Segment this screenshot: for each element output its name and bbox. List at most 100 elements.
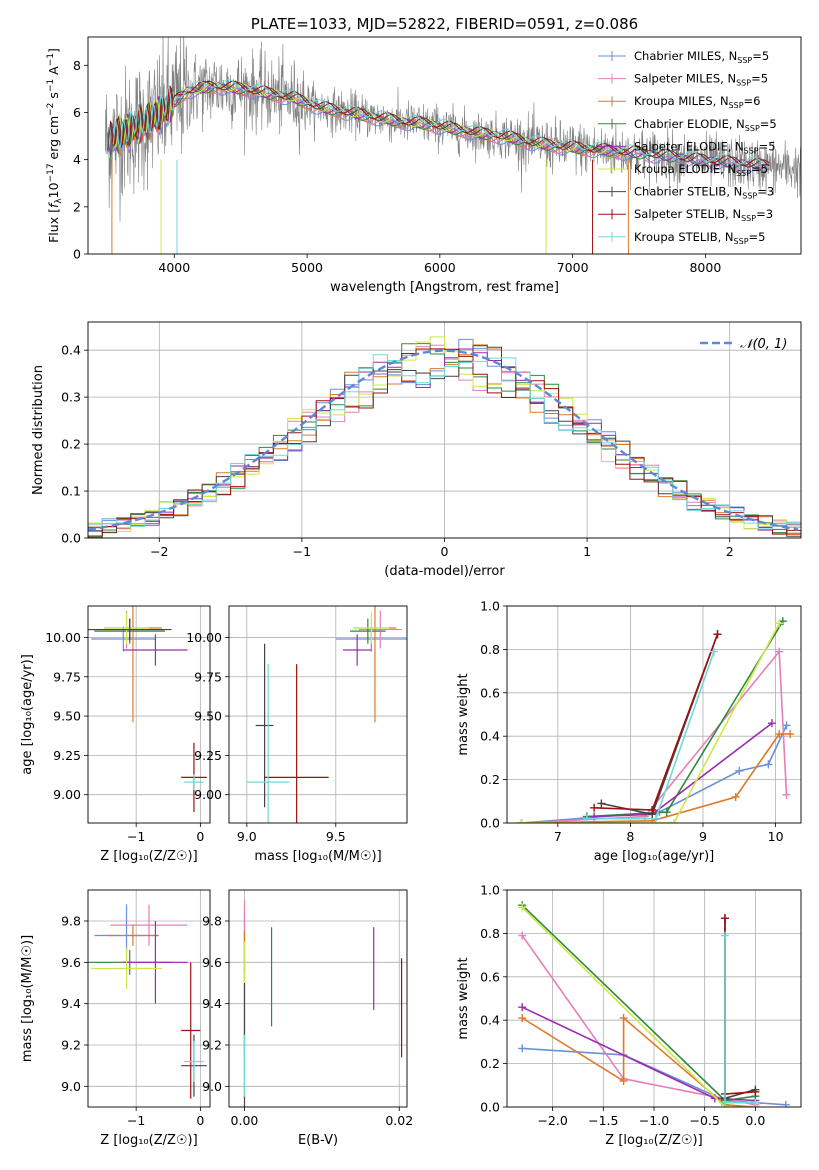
- weight_vs_Z-plot-area: [518, 901, 790, 1107]
- plus-marker: [751, 1098, 760, 1107]
- y-tick-label: 0.0: [480, 816, 500, 831]
- y-tick-label: 9.8: [202, 914, 222, 929]
- residuals-frame: [87, 321, 802, 539]
- residuals-plot-area: [88, 336, 801, 538]
- kroupa-stelib-model-line: [112, 79, 770, 168]
- chabrier-stelib-model-line: [107, 80, 770, 168]
- legend-entry: Chabrier MILES, NSSP=5: [634, 49, 769, 65]
- plus-marker: [735, 766, 744, 775]
- y-tick-label: 0.1: [61, 484, 81, 499]
- x-tick-label: 0: [441, 544, 449, 559]
- kroupa-stelib-errorbar: [246, 664, 290, 823]
- x-tick-label: 9.5: [326, 829, 346, 844]
- y-tick-label: 0.6: [480, 969, 500, 984]
- y-tick-label: 10.00: [45, 630, 81, 645]
- x-axis-label: Z [log₁₀(Z/Z☉)]: [100, 849, 197, 864]
- kroupa-elodie-errorbar: [91, 947, 162, 990]
- spectrum-plot-area: [105, 37, 801, 254]
- kroupa-elodie-model-line: [112, 80, 629, 157]
- y-tick-label: 9.2: [61, 1038, 81, 1053]
- x-axis-label: E(B-V): [298, 1133, 338, 1148]
- x-tick-label: −1.0: [639, 1113, 669, 1128]
- y-tick-label: 9.2: [202, 1038, 222, 1053]
- salpeter-stelib-errorbar: [181, 962, 201, 1099]
- legend-entry: Chabrier ELODIE, NSSP=5: [634, 117, 777, 133]
- salpeter-miles-errorbar: [358, 610, 402, 649]
- plus-marker: [518, 1044, 527, 1053]
- x-tick-label: 10: [768, 829, 784, 844]
- plus-marker: [662, 808, 671, 817]
- y-tick-label: 0.8: [480, 642, 500, 657]
- y-tick-label: 6: [73, 105, 81, 120]
- y-tick-label: 9.8: [61, 914, 81, 929]
- x-tick-label: 0.02: [385, 1113, 413, 1128]
- plus-marker: [709, 647, 718, 656]
- plus-marker: [786, 730, 795, 739]
- chabrier-stelib-errorbar: [88, 618, 172, 641]
- y-tick-label: 9.4: [61, 996, 81, 1011]
- legend-entry: Kroupa ELODIE, NSSP=5: [634, 162, 768, 178]
- age_vs_mass-plot-area: [246, 606, 407, 823]
- age_vs_Z-frame: [87, 605, 211, 824]
- mass_vs_ebv-axes: 0.00 0.02 9.0 9.2 9.4 9.6 9.8 E(B-V): [202, 890, 413, 1148]
- y-axis-label: age [log₁₀(age/yr)]: [20, 654, 35, 775]
- x-tick-label: 0.0: [745, 1113, 765, 1128]
- plus-marker: [764, 760, 773, 769]
- plus-marker: [751, 1087, 760, 1096]
- y-tick-label: 0.2: [480, 772, 500, 787]
- weight_vs_age-axes: 7 8 9 10 0.0 0.2 0.4 0.6 0.8 1.0 age [log₁₀(age/yr…: [456, 599, 801, 864]
- x-tick-label: −0.5: [690, 1113, 720, 1128]
- plus-marker: [518, 1003, 527, 1012]
- chabrier-elodie-weight-line: [521, 904, 756, 1102]
- plus-marker: [518, 1014, 527, 1023]
- plus-marker: [651, 814, 660, 823]
- legend-entry: Kroupa STELIB, NSSP=5: [634, 230, 765, 246]
- kroupa-elodie-weight-line: [521, 906, 756, 1107]
- y-tick-label: 9.0: [61, 1079, 81, 1094]
- y-axis-label: mass weight: [456, 957, 471, 1039]
- plus-marker: [720, 931, 729, 940]
- kroupa-stelib-errorbar: [184, 774, 204, 790]
- y-tick-label: 0.3: [61, 390, 81, 405]
- plus-marker: [669, 819, 678, 823]
- x-tick-label: 0.00: [231, 1113, 259, 1128]
- spectrum-frame: [87, 36, 802, 255]
- plus-marker: [775, 730, 784, 739]
- x-tick-label: 2: [726, 544, 734, 559]
- legend-entry: Kroupa MILES, NSSP=6: [634, 94, 760, 110]
- y-tick-label: 0.0: [61, 531, 81, 546]
- kroupa-miles-errorbar: [107, 925, 159, 946]
- age_vs_Z-plot-area: [88, 606, 207, 812]
- salpeter-elodie-errorbar: [342, 634, 372, 666]
- y-tick-label: 0.6: [480, 685, 500, 700]
- weight_vs_age-plot-area: [517, 617, 795, 823]
- plus-marker: [782, 790, 791, 799]
- y-tick-label: 0.4: [61, 343, 81, 358]
- x-tick-label: 0: [196, 829, 204, 844]
- y-tick-label: 9.50: [194, 709, 222, 724]
- plus-marker: [775, 619, 784, 628]
- y-tick-label: 1.0: [480, 883, 500, 898]
- y-tick-label: 9.6: [61, 955, 81, 970]
- y-axis-label: mass weight: [456, 673, 471, 755]
- plus-marker: [619, 1076, 628, 1085]
- kroupa-elodie-histogram: [88, 336, 801, 532]
- kroupa-elodie-errorbar: [353, 612, 390, 644]
- y-tick-label: 9.75: [194, 669, 222, 684]
- salpeter-miles-errorbar: [110, 904, 188, 946]
- x-axis-label: (data-model)/error: [384, 564, 505, 579]
- plus-marker: [582, 814, 591, 823]
- salpeter-stelib-weight-line: [724, 918, 756, 1095]
- plus-marker: [590, 803, 599, 812]
- chart-title: PLATE=1033, MJD=52822, FIBERID=0591, z=0…: [251, 15, 638, 33]
- residuals-legend: 𝒩(0, 1): [700, 337, 787, 352]
- spectrum-axes: 4000 5000 6000 7000 8000 0 2 4 6 8 wavelength [Ang…: [73, 58, 721, 295]
- plus-marker: [720, 1098, 729, 1107]
- age_vs_mass-frame: [228, 605, 408, 824]
- x-tick-label: 0: [196, 1113, 204, 1128]
- y-axis-label: Normed distribution: [31, 365, 46, 495]
- y-tick-label: 9.0: [202, 1079, 222, 1094]
- plus-marker: [648, 805, 657, 814]
- y-tick-label: 9.00: [53, 787, 81, 802]
